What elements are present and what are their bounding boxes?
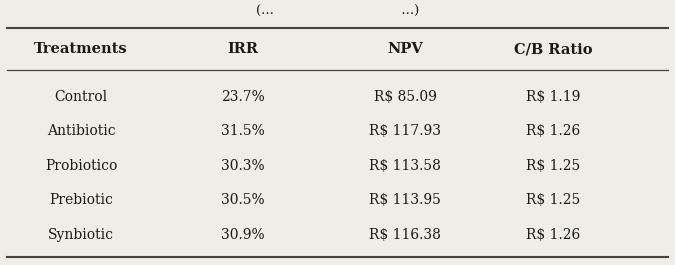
Text: R$ 1.25: R$ 1.25 <box>526 159 580 173</box>
Text: R$ 113.95: R$ 113.95 <box>369 193 441 207</box>
Text: R$ 117.93: R$ 117.93 <box>369 124 441 138</box>
Text: Synbiotic: Synbiotic <box>48 228 114 241</box>
Text: 30.5%: 30.5% <box>221 193 265 207</box>
Text: R$ 1.26: R$ 1.26 <box>526 228 580 241</box>
Text: R$ 85.09: R$ 85.09 <box>373 90 437 104</box>
Text: Control: Control <box>55 90 107 104</box>
Text: R$ 1.19: R$ 1.19 <box>526 90 580 104</box>
Text: R$ 113.58: R$ 113.58 <box>369 159 441 173</box>
Text: 30.3%: 30.3% <box>221 159 265 173</box>
Text: 30.9%: 30.9% <box>221 228 265 241</box>
Text: Prebiotic: Prebiotic <box>49 193 113 207</box>
Text: R$ 116.38: R$ 116.38 <box>369 228 441 241</box>
Text: IRR: IRR <box>227 42 259 56</box>
Text: R$ 1.25: R$ 1.25 <box>526 193 580 207</box>
Text: 23.7%: 23.7% <box>221 90 265 104</box>
Text: Probiotico: Probiotico <box>45 159 117 173</box>
Text: Treatments: Treatments <box>34 42 128 56</box>
Text: Antibiotic: Antibiotic <box>47 124 115 138</box>
Text: (...                              ...): (... ...) <box>256 5 419 19</box>
Text: NPV: NPV <box>387 42 423 56</box>
Text: C/B Ratio: C/B Ratio <box>514 42 593 56</box>
Text: 31.5%: 31.5% <box>221 124 265 138</box>
Text: R$ 1.26: R$ 1.26 <box>526 124 580 138</box>
